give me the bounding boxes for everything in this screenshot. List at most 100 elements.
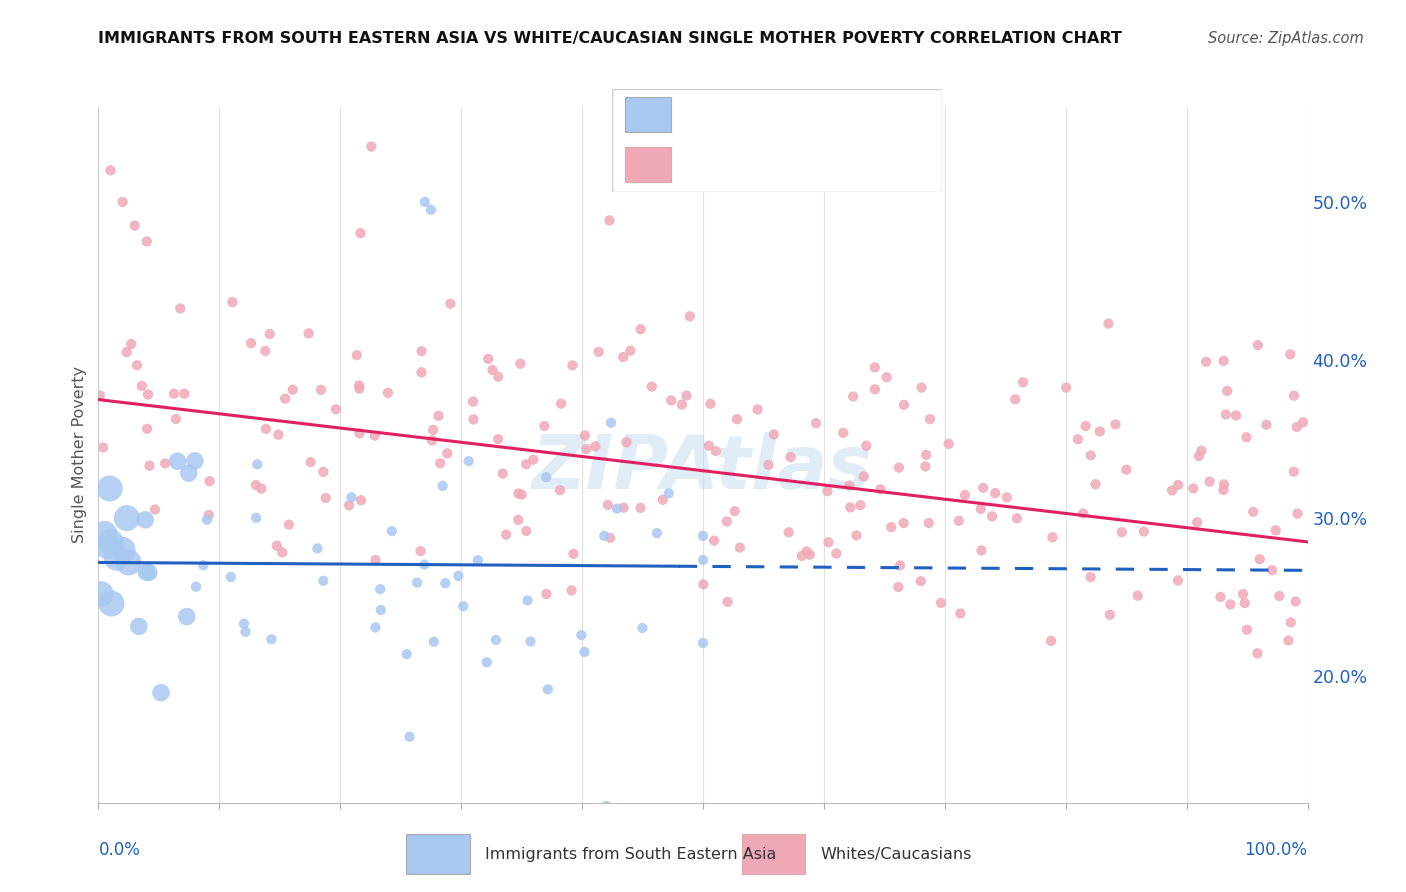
Point [1071,507,1094,521]
Point [312,465,335,479]
Point [533,419,555,434]
Point [561,583,583,598]
Point [309,383,332,397]
Point [1080,449,1102,463]
Point [796,544,818,558]
Point [849,498,872,512]
Point [1279,615,1302,630]
Point [1234,430,1257,444]
Point [299,455,322,469]
Point [548,483,571,498]
Point [699,397,721,411]
Point [1212,483,1234,497]
Point [910,380,932,394]
Y-axis label: Single Mother Poverty: Single Mother Poverty [72,367,87,543]
Point [703,533,725,548]
Point [510,487,533,501]
Point [606,501,628,516]
FancyBboxPatch shape [624,146,671,181]
Point [516,593,538,607]
Point [1074,419,1097,434]
FancyBboxPatch shape [612,89,942,192]
Point [1054,380,1077,394]
Point [929,596,952,610]
Point [128,619,150,633]
Point [495,527,517,541]
Point [246,458,269,472]
Text: Whites/Caucasians: Whites/Caucasians [821,847,972,862]
Point [89,388,111,402]
Point [409,544,432,558]
Point [184,580,207,594]
Point [411,344,433,359]
Point [893,516,915,530]
Point [1284,594,1306,608]
Point [641,379,664,393]
Point [893,398,915,412]
Point [221,295,243,310]
Point [134,513,156,527]
Point [420,434,443,448]
Point [169,301,191,316]
Point [725,412,748,426]
Point [1268,589,1291,603]
Point [485,632,508,647]
Point [135,235,157,249]
Point [1282,465,1305,479]
Point [658,486,681,500]
Point [536,470,558,484]
Point [125,358,148,372]
Point [762,427,785,442]
Point [612,350,634,364]
Point [838,478,860,492]
Text: Source: ZipAtlas.com: Source: ZipAtlas.com [1208,31,1364,46]
Point [436,446,458,460]
Point [970,543,993,558]
Point [1167,574,1189,588]
Point [1188,449,1211,463]
Point [138,566,160,580]
Point [671,398,693,412]
Point [599,531,621,545]
Point [1067,432,1090,446]
Point [427,409,450,423]
Point [949,607,972,621]
Point [508,513,530,527]
Point [153,456,176,470]
Point [398,730,420,744]
Point [981,509,1004,524]
Point [1080,570,1102,584]
Point [523,804,546,818]
Point [716,595,738,609]
Point [93,527,115,541]
Point [120,337,142,351]
Point [350,493,373,508]
Point [136,387,159,401]
Point [918,516,941,530]
Point [1225,409,1247,423]
Point [1246,646,1268,660]
Text: 100.0%: 100.0% [1244,841,1308,859]
Point [630,500,652,515]
Point [938,437,960,451]
Point [105,550,128,565]
Point [475,655,498,669]
Point [515,458,537,472]
Point [245,478,267,492]
Point [115,511,138,525]
Point [245,511,267,525]
Point [1213,477,1236,491]
FancyBboxPatch shape [624,97,671,132]
Point [337,498,360,512]
Point [312,574,335,588]
Point [239,336,262,351]
Point [163,386,186,401]
Point [1005,511,1028,525]
Point [266,539,288,553]
Point [595,799,617,814]
Point [100,163,122,178]
Point [349,426,371,441]
Point [631,621,654,635]
Point [724,504,747,518]
Point [747,402,769,417]
